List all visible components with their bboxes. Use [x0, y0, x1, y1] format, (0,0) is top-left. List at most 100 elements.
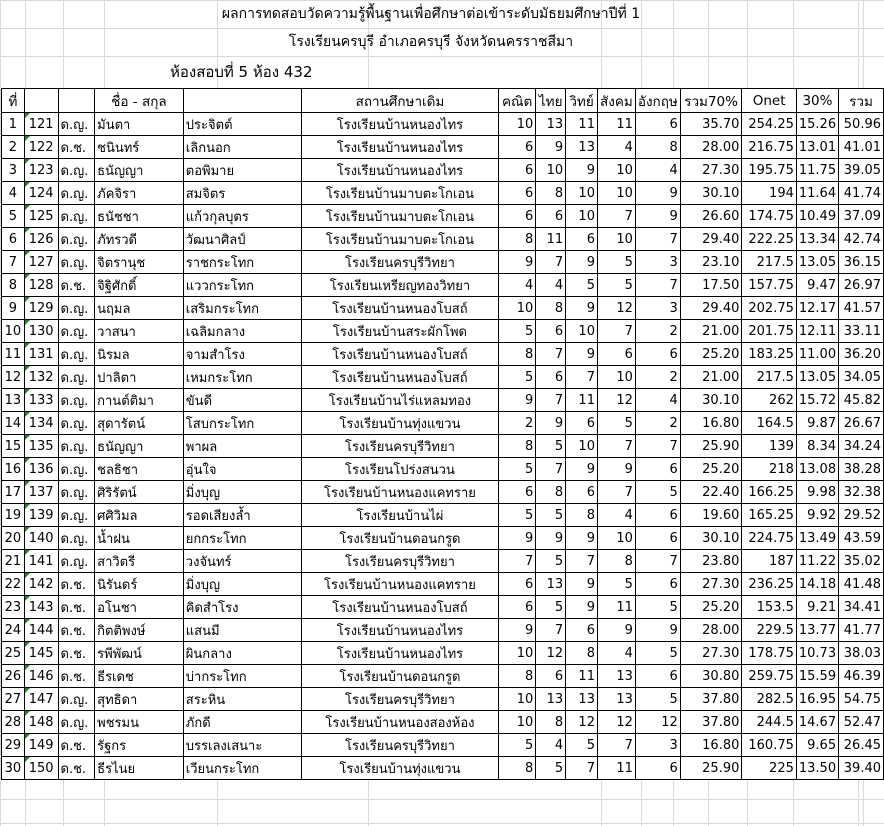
comment-flag-icon: [25, 251, 30, 256]
cell-lastname: แก้วกุลบุตร: [182, 204, 302, 228]
cell-firstname: สุทธิดา: [94, 687, 184, 711]
cell-total: 26.97: [838, 273, 884, 297]
cell-math: 2: [497, 411, 537, 435]
cell-school: โรงเรียนบ้านมาบตะโกเอน: [300, 227, 499, 251]
header-school: สถานศึกษาเดิม: [300, 88, 499, 113]
cell-school: โรงเรียนบ้านไผ่: [300, 503, 499, 527]
comment-flag-icon: [25, 228, 30, 233]
cell-thai: 7: [535, 618, 567, 642]
cell-total: 42.74: [838, 227, 884, 251]
cell-total: 33.11: [838, 319, 884, 343]
cell-no: 30: [1, 756, 25, 780]
cell-social: 12: [596, 296, 636, 320]
cell-lastname: เหมกระโทก: [182, 365, 302, 389]
cell-prefix: ด.ญ.: [57, 227, 96, 251]
table-row: 5 125 ด.ญ. ธนัชชา แก้วกุลบุตร โรงเรียนบ้านมาบ…: [1, 204, 884, 228]
table-row: 14 134 ด.ญ. สุดารัตน์ โสบกระโทก โรงเรียนบ้านท…: [1, 411, 884, 435]
cell-social: 10: [596, 526, 636, 550]
cell-sum70: 25.90: [679, 756, 743, 780]
cell-science: 10: [565, 319, 598, 343]
cell-social: 11: [596, 756, 636, 780]
cell-thai: 8: [535, 480, 567, 504]
cell-p30: 11.75: [795, 158, 840, 182]
cell-p30: 15.26: [795, 112, 840, 136]
cell-math: 5: [497, 365, 537, 389]
cell-school: โรงเรียนบ้านทุ่งแขวน: [300, 411, 499, 435]
cell-english: 6: [634, 756, 681, 780]
cell-total: 46.39: [838, 664, 884, 688]
comment-flag-icon: [25, 757, 30, 762]
cell-lastname: บ่ากระโทก: [182, 664, 302, 688]
cell-firstname: มันตา: [94, 112, 184, 136]
cell-school: โรงเรียนบ้านสระผักโพด: [300, 319, 499, 343]
cell-code: 129: [23, 296, 59, 320]
cell-lastname: ประจิตต์: [182, 112, 302, 136]
cell-firstname: ศศิวิมล: [94, 503, 184, 527]
cell-code-text: 150: [28, 760, 54, 776]
comment-flag-icon: [25, 642, 30, 647]
cell-school: โรงเรียนครบุรีวิทยา: [300, 250, 499, 274]
cell-code: 146: [23, 664, 59, 688]
cell-lastname: มิ่งบุญ: [182, 572, 302, 596]
cell-no: 22: [1, 572, 25, 596]
cell-onet: 194: [741, 181, 797, 205]
cell-onet: 216.75: [741, 135, 797, 159]
comment-flag-icon: [25, 205, 30, 210]
cell-english: 9: [634, 181, 681, 205]
cell-english: 3: [634, 250, 681, 274]
comment-flag-icon: [25, 297, 30, 302]
cell-lastname: รอดเสียงล้ำ: [182, 503, 302, 527]
cell-sum70: 29.40: [679, 227, 743, 251]
cell-code-text: 123: [28, 162, 54, 178]
cell-prefix: ด.ญ.: [57, 503, 96, 527]
cell-thai: 10: [535, 158, 567, 182]
cell-code: 137: [23, 480, 59, 504]
cell-code-text: 130: [28, 323, 54, 339]
cell-no: 10: [1, 319, 25, 343]
cell-firstname: ธนัญญา: [94, 158, 184, 182]
cell-lastname: เสริมกระโทก: [182, 296, 302, 320]
cell-firstname: ธนัชชา: [94, 204, 184, 228]
cell-english: 5: [634, 480, 681, 504]
cell-lastname: ตอพิมาย: [182, 158, 302, 182]
cell-p30: 13.77: [795, 618, 840, 642]
cell-prefix: ด.ญ.: [57, 296, 96, 320]
cell-no: 17: [1, 480, 25, 504]
table-row: 30 150 ด.ช. ธีรไนย เวียนกระโทก โรงเรียนบ้านทุ…: [1, 756, 884, 780]
cell-math: 6: [497, 572, 537, 596]
cell-total: 36.15: [838, 250, 884, 274]
cell-lastname: มิ่งบุญ: [182, 480, 302, 504]
cell-lastname: โสบกระโทก: [182, 411, 302, 435]
cell-p30: 10.73: [795, 641, 840, 665]
cell-total: 52.47: [838, 710, 884, 734]
cell-science: 9: [565, 526, 598, 550]
table-row: 9 129 ด.ญ. นฤมล เสริมกระโทก โรงเรียนบ้านหนองโ…: [1, 296, 884, 320]
cell-no: 5: [1, 204, 25, 228]
cell-prefix: ด.ญ.: [57, 411, 96, 435]
cell-firstname: จิฐิศักดิ์: [94, 273, 184, 297]
cell-code: 131: [23, 342, 59, 366]
cell-total: 41.48: [838, 572, 884, 596]
cell-english: 3: [634, 733, 681, 757]
cell-firstname: ปาลิตา: [94, 365, 184, 389]
cell-no: 4: [1, 181, 25, 205]
cell-prefix: ด.ช.: [57, 135, 96, 159]
cell-onet: 224.75: [741, 526, 797, 550]
cell-school: โรงเรียนบ้านหนองแคทราย: [300, 480, 499, 504]
cell-no: 15: [1, 434, 25, 458]
cell-sum70: 30.80: [679, 664, 743, 688]
comment-flag-icon: [25, 320, 30, 325]
cell-thai: 8: [535, 296, 567, 320]
table-row: 22 142 ด.ช. นิรันดร์ มิ่งบุญ โรงเรียนบ้านหนอง…: [1, 572, 884, 596]
cell-social: 9: [596, 457, 636, 481]
cell-code-text: 127: [28, 254, 54, 270]
cell-science: 7: [565, 549, 598, 573]
table-body: 1 121 ด.ญ. มันตา ประจิตต์ โรงเรียนบ้านหนองไทร…: [1, 112, 884, 780]
cell-thai: 13: [535, 687, 567, 711]
cell-social: 10: [596, 181, 636, 205]
document-title-block: ผลการทดสอบวัดความรู้พื้นฐานเพื่อศึกษาต่อ…: [0, 0, 884, 88]
cell-lastname: บรรเลงเสนาะ: [182, 733, 302, 757]
header-thai: ไทย: [535, 88, 567, 113]
cell-school: โรงเรียนบ้านไร่แหลมทอง: [300, 388, 499, 412]
cell-code-text: 124: [28, 185, 54, 201]
